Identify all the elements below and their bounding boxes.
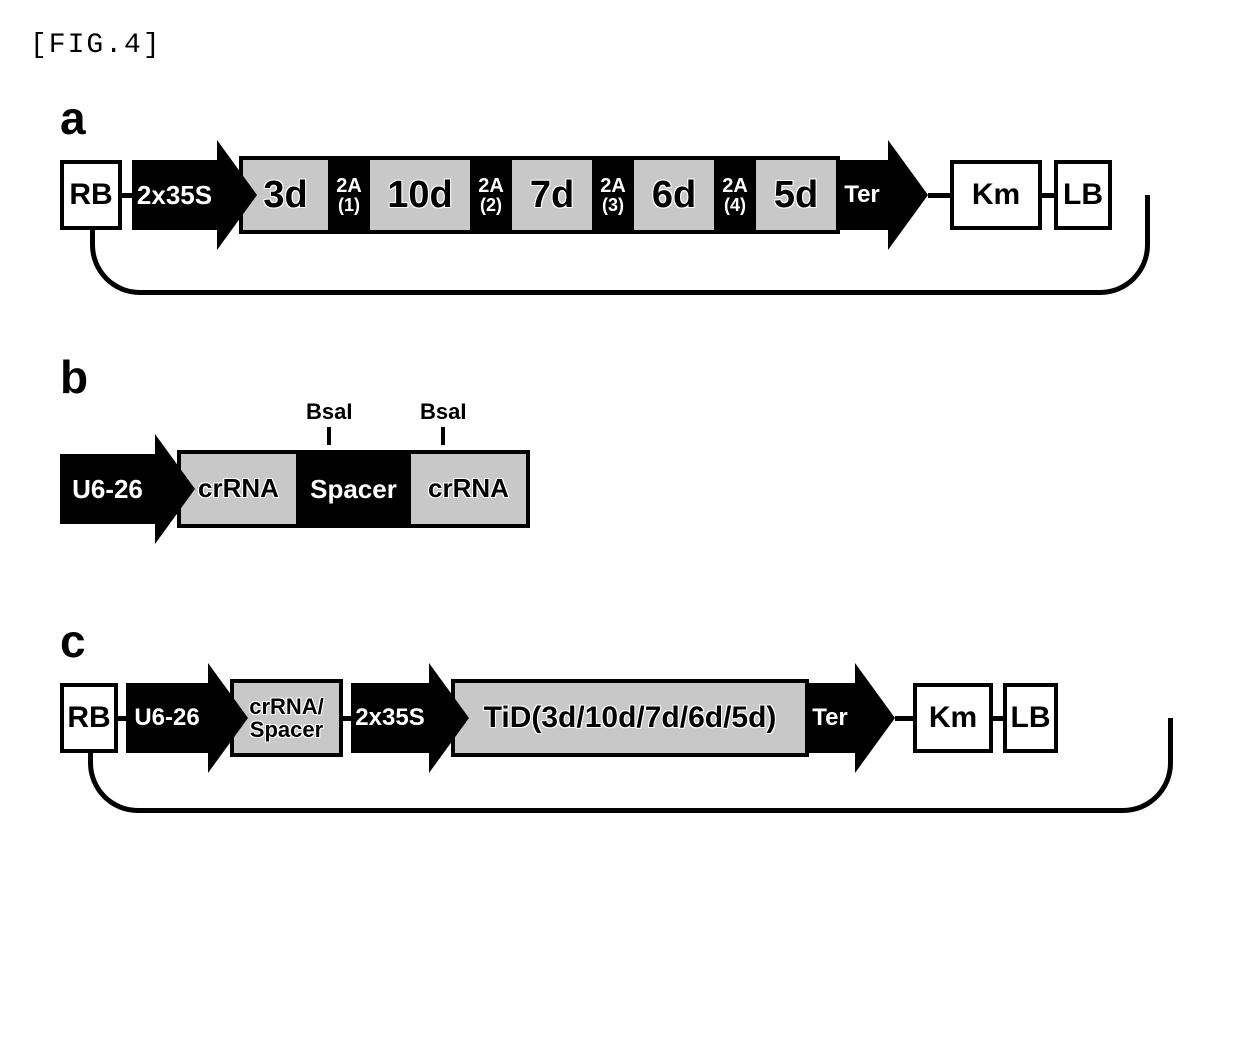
panel-a-letter: a xyxy=(60,91,1209,145)
promoter-2x35s-arrow: 2x35S xyxy=(132,150,257,240)
lb-box: LB xyxy=(1003,683,1058,753)
bsai-ticks: BsaI BsaI xyxy=(60,399,1209,444)
cell-6d: 6d xyxy=(634,160,714,230)
tick-bar xyxy=(327,427,331,445)
panel-b-construct: BsaI BsaI U6-26 crRNA Spacer crRNA xyxy=(60,444,1209,574)
cell-2a1: 2A(1) xyxy=(328,160,370,230)
cell-crrna-spacer: crRNA/ Spacer xyxy=(234,683,339,753)
connector xyxy=(122,193,132,198)
connector xyxy=(1042,193,1054,198)
cell-2a3: 2A(3) xyxy=(592,160,634,230)
cell-7d: 7d xyxy=(512,160,592,230)
cell-crrna-2: crRNA xyxy=(411,454,526,524)
connector xyxy=(993,716,1003,721)
promoter-u626-arrow: U6-26 xyxy=(126,673,248,763)
cell-crrna-1: crRNA xyxy=(181,454,296,524)
cassette-b: crRNA Spacer crRNA xyxy=(177,450,530,528)
figure-label: [FIG.4] xyxy=(30,30,1209,61)
promoter-u626-arrow: U6-26 xyxy=(60,444,195,534)
panel-c-letter: c xyxy=(60,614,1209,668)
connector xyxy=(343,716,351,721)
promoter-2x35s-arrow: 2x35S xyxy=(351,673,469,763)
cell-5d: 5d xyxy=(756,160,836,230)
panel-c-construct: RB U6-26 crRNA/ Spacer 2x35S TiD(3d/10d/… xyxy=(60,673,1209,833)
km-box: Km xyxy=(950,160,1042,230)
cassette-a: 3d 2A(1) 10d 2A(2) 7d 2A(3) 6d 2A(4) 5d xyxy=(239,156,840,234)
terminator-arrow: Ter xyxy=(805,673,895,763)
cell-2a2: 2A(2) xyxy=(470,160,512,230)
cell-tid: TiD(3d/10d/7d/6d/5d) xyxy=(455,683,805,753)
tick-bar xyxy=(441,427,445,445)
cell-2a4: 2A(4) xyxy=(714,160,756,230)
connector xyxy=(895,716,913,721)
rb-box: RB xyxy=(60,683,118,753)
cell-spacer: Spacer xyxy=(296,454,411,524)
connector xyxy=(118,716,126,721)
terminator-arrow: Ter xyxy=(836,150,928,240)
panel-b-letter: b xyxy=(60,350,1209,404)
cell-10d: 10d xyxy=(370,160,470,230)
km-box: Km xyxy=(913,683,993,753)
connector xyxy=(928,193,950,198)
tid-box: TiD(3d/10d/7d/6d/5d) xyxy=(451,679,809,757)
rb-box: RB xyxy=(60,160,122,230)
panel-a-construct: RB 2x35S 3d 2A(1) 10d 2A(2) 7d 2A(3) 6d … xyxy=(60,150,1209,310)
lb-box: LB xyxy=(1054,160,1112,230)
